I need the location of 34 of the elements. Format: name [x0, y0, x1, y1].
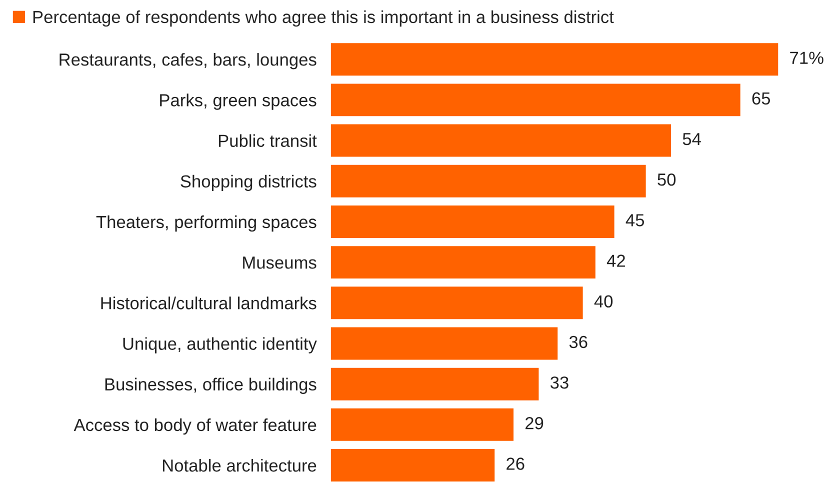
bar: [330, 449, 495, 482]
data-label: 45: [626, 214, 644, 226]
y-tick-label: Museums: [243, 256, 316, 269]
data-label: 42: [606, 254, 625, 267]
y-tick-label: Parks, green spaces: [160, 94, 316, 110]
data-label: 36: [569, 336, 588, 348]
legend-label: Percentage of respondents who agree this is important in a business district: [33, 10, 614, 27]
bar: [330, 286, 583, 320]
data-label: 26: [506, 458, 524, 470]
y-tick-label: Theaters, performing spaces: [96, 215, 316, 232]
bar: [330, 84, 740, 116]
bar: [330, 124, 672, 157]
y-tick-label: Businesses, office buildings: [105, 378, 316, 394]
bar: [330, 368, 539, 400]
bar: [330, 246, 596, 279]
data-label: 71%: [790, 52, 824, 64]
bar: [330, 43, 778, 76]
bar: [330, 164, 646, 198]
y-tick-label: Public transit: [218, 134, 317, 147]
y-tick-label: Historical/cultural landmarks: [101, 296, 316, 310]
data-label: 50: [658, 173, 676, 186]
data-label: 40: [594, 295, 613, 308]
y-tick-label: Unique, authentic identity: [123, 337, 317, 354]
bar: [330, 205, 614, 238]
bar: [330, 327, 558, 360]
data-label: 65: [752, 92, 770, 105]
data-label: 29: [526, 417, 544, 430]
data-label: 33: [550, 376, 568, 389]
y-tick-label: Access to body of water feature: [74, 418, 316, 435]
y-tick-label: Notable architecture: [162, 458, 316, 472]
bar: [330, 408, 514, 441]
data-label: 54: [682, 133, 701, 146]
y-tick-label: Shopping districts: [180, 174, 316, 192]
y-tick-label: Restaurants, cafes, bars, lounges: [60, 53, 316, 70]
